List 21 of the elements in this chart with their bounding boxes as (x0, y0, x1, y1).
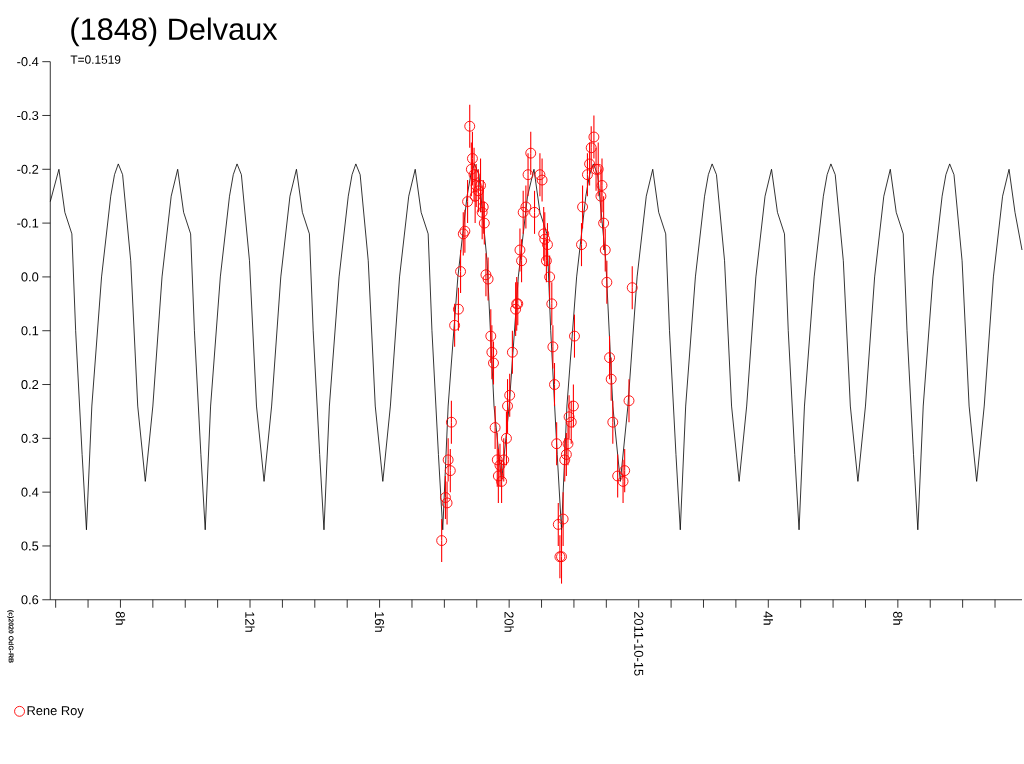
y-tick-label: 0.2 (21, 380, 39, 390)
y-tick-label: -0.1 (17, 218, 39, 228)
chart-subtitle: T=0.1519 (70, 55, 121, 64)
y-tick-label: 0.5 (21, 541, 39, 551)
y-tick-label: 0.1 (21, 326, 39, 336)
x-tick-label: 8h (893, 611, 903, 625)
x-tick-label: 20h (504, 611, 514, 632)
y-tick-label: -0.3 (17, 110, 39, 121)
legend-label: Rene Roy (27, 706, 84, 718)
y-tick-label: -0.4 (17, 57, 39, 67)
x-tick-label: 4h (763, 611, 773, 625)
x-tick-label: 2011-10-15 (634, 611, 644, 676)
y-tick-label: 0.6 (21, 595, 39, 605)
y-tick-label: 0.4 (21, 487, 39, 497)
chart-title: (1848) Delvaux (71, 17, 278, 47)
y-tick-label: -0.2 (17, 164, 39, 174)
x-tick-label: 16h (374, 612, 385, 632)
y-tick-label: 0.3 (21, 433, 39, 443)
x-tick-label: 12h (245, 612, 255, 632)
y-tick-label: 0.0 (21, 272, 39, 282)
x-tick-label: 8h (115, 611, 126, 625)
